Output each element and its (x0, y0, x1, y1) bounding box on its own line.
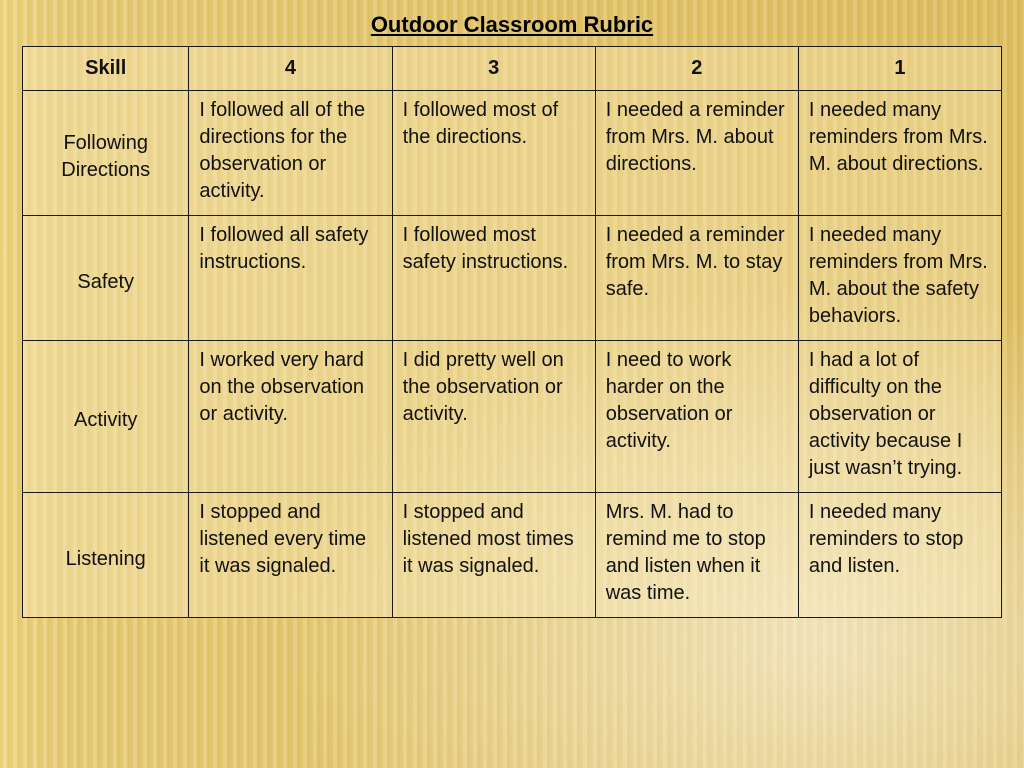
col-header-skill: Skill (23, 47, 189, 91)
skill-cell: Safety (23, 216, 189, 341)
table-row: Safety I followed all safety instruction… (23, 216, 1002, 341)
level-cell: I needed a reminder from Mrs. M. to stay… (595, 216, 798, 341)
table-row: Activity I worked very hard on the obser… (23, 341, 1002, 493)
level-cell: I followed most safety instructions. (392, 216, 595, 341)
level-cell: Mrs. M. had to remind me to stop and lis… (595, 493, 798, 618)
col-header-2: 2 (595, 47, 798, 91)
table-row: Listening I stopped and listened every t… (23, 493, 1002, 618)
level-cell: I stopped and listened every time it was… (189, 493, 392, 618)
skill-cell: Following Directions (23, 91, 189, 216)
table-row: Following Directions I followed all of t… (23, 91, 1002, 216)
col-header-4: 4 (189, 47, 392, 91)
level-cell: I need to work harder on the observation… (595, 341, 798, 493)
level-cell: I had a lot of difficulty on the observa… (798, 341, 1001, 493)
col-header-3: 3 (392, 47, 595, 91)
level-cell: I followed all safety instructions. (189, 216, 392, 341)
col-header-1: 1 (798, 47, 1001, 91)
page-title: Outdoor Classroom Rubric (22, 12, 1002, 38)
level-cell: I followed most of the directions. (392, 91, 595, 216)
level-cell: I did pretty well on the observation or … (392, 341, 595, 493)
level-cell: I needed a reminder from Mrs. M. about d… (595, 91, 798, 216)
level-cell: I needed many reminders from Mrs. M. abo… (798, 216, 1001, 341)
rubric-page: Outdoor Classroom Rubric Skill 4 3 2 1 F… (0, 0, 1024, 768)
level-cell: I stopped and listened most times it was… (392, 493, 595, 618)
skill-cell: Activity (23, 341, 189, 493)
level-cell: I worked very hard on the observation or… (189, 341, 392, 493)
skill-cell: Listening (23, 493, 189, 618)
level-cell: I followed all of the directions for the… (189, 91, 392, 216)
rubric-table: Skill 4 3 2 1 Following Directions I fol… (22, 46, 1002, 618)
table-header-row: Skill 4 3 2 1 (23, 47, 1002, 91)
level-cell: I needed many reminders from Mrs. M. abo… (798, 91, 1001, 216)
level-cell: I needed many reminders to stop and list… (798, 493, 1001, 618)
